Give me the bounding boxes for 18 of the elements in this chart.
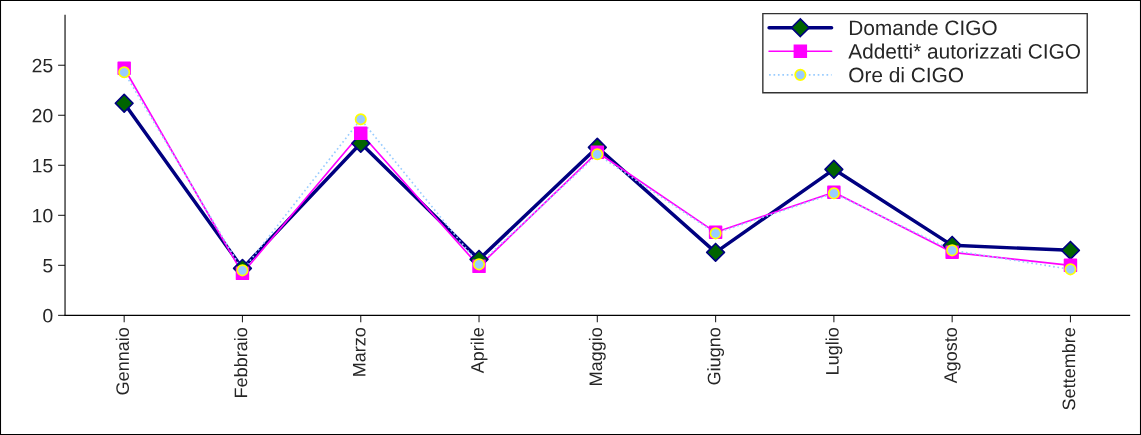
x-tick-label: Settembre (1062, 327, 1076, 410)
y-tick-label: 20 (32, 108, 53, 123)
legend-label: Domande CIGO (849, 19, 997, 36)
x-tick-label: Agosto (944, 327, 961, 384)
y-tick-label: 25 (32, 58, 53, 73)
y-tick-label: 5 (43, 259, 53, 273)
legend-label: Ore di CIGO (849, 67, 964, 83)
x-tick-label: Maggio (588, 327, 606, 385)
x-tick-label: Aprile (470, 327, 488, 374)
x-tick-label: Marzo (352, 327, 366, 376)
x-tick-label: Gennaio (115, 327, 130, 395)
y-tick-label: 0 (43, 308, 53, 323)
y-tick-label: 15 (33, 158, 53, 173)
y-tick-label: 10 (33, 208, 53, 223)
legend-label: Addetti* autorizzati CIGO (848, 43, 1080, 59)
x-tick-label: Luglio (825, 327, 843, 374)
x-tick-label: Giugno (707, 327, 725, 385)
x-tick-label: Febbraio (234, 327, 248, 397)
